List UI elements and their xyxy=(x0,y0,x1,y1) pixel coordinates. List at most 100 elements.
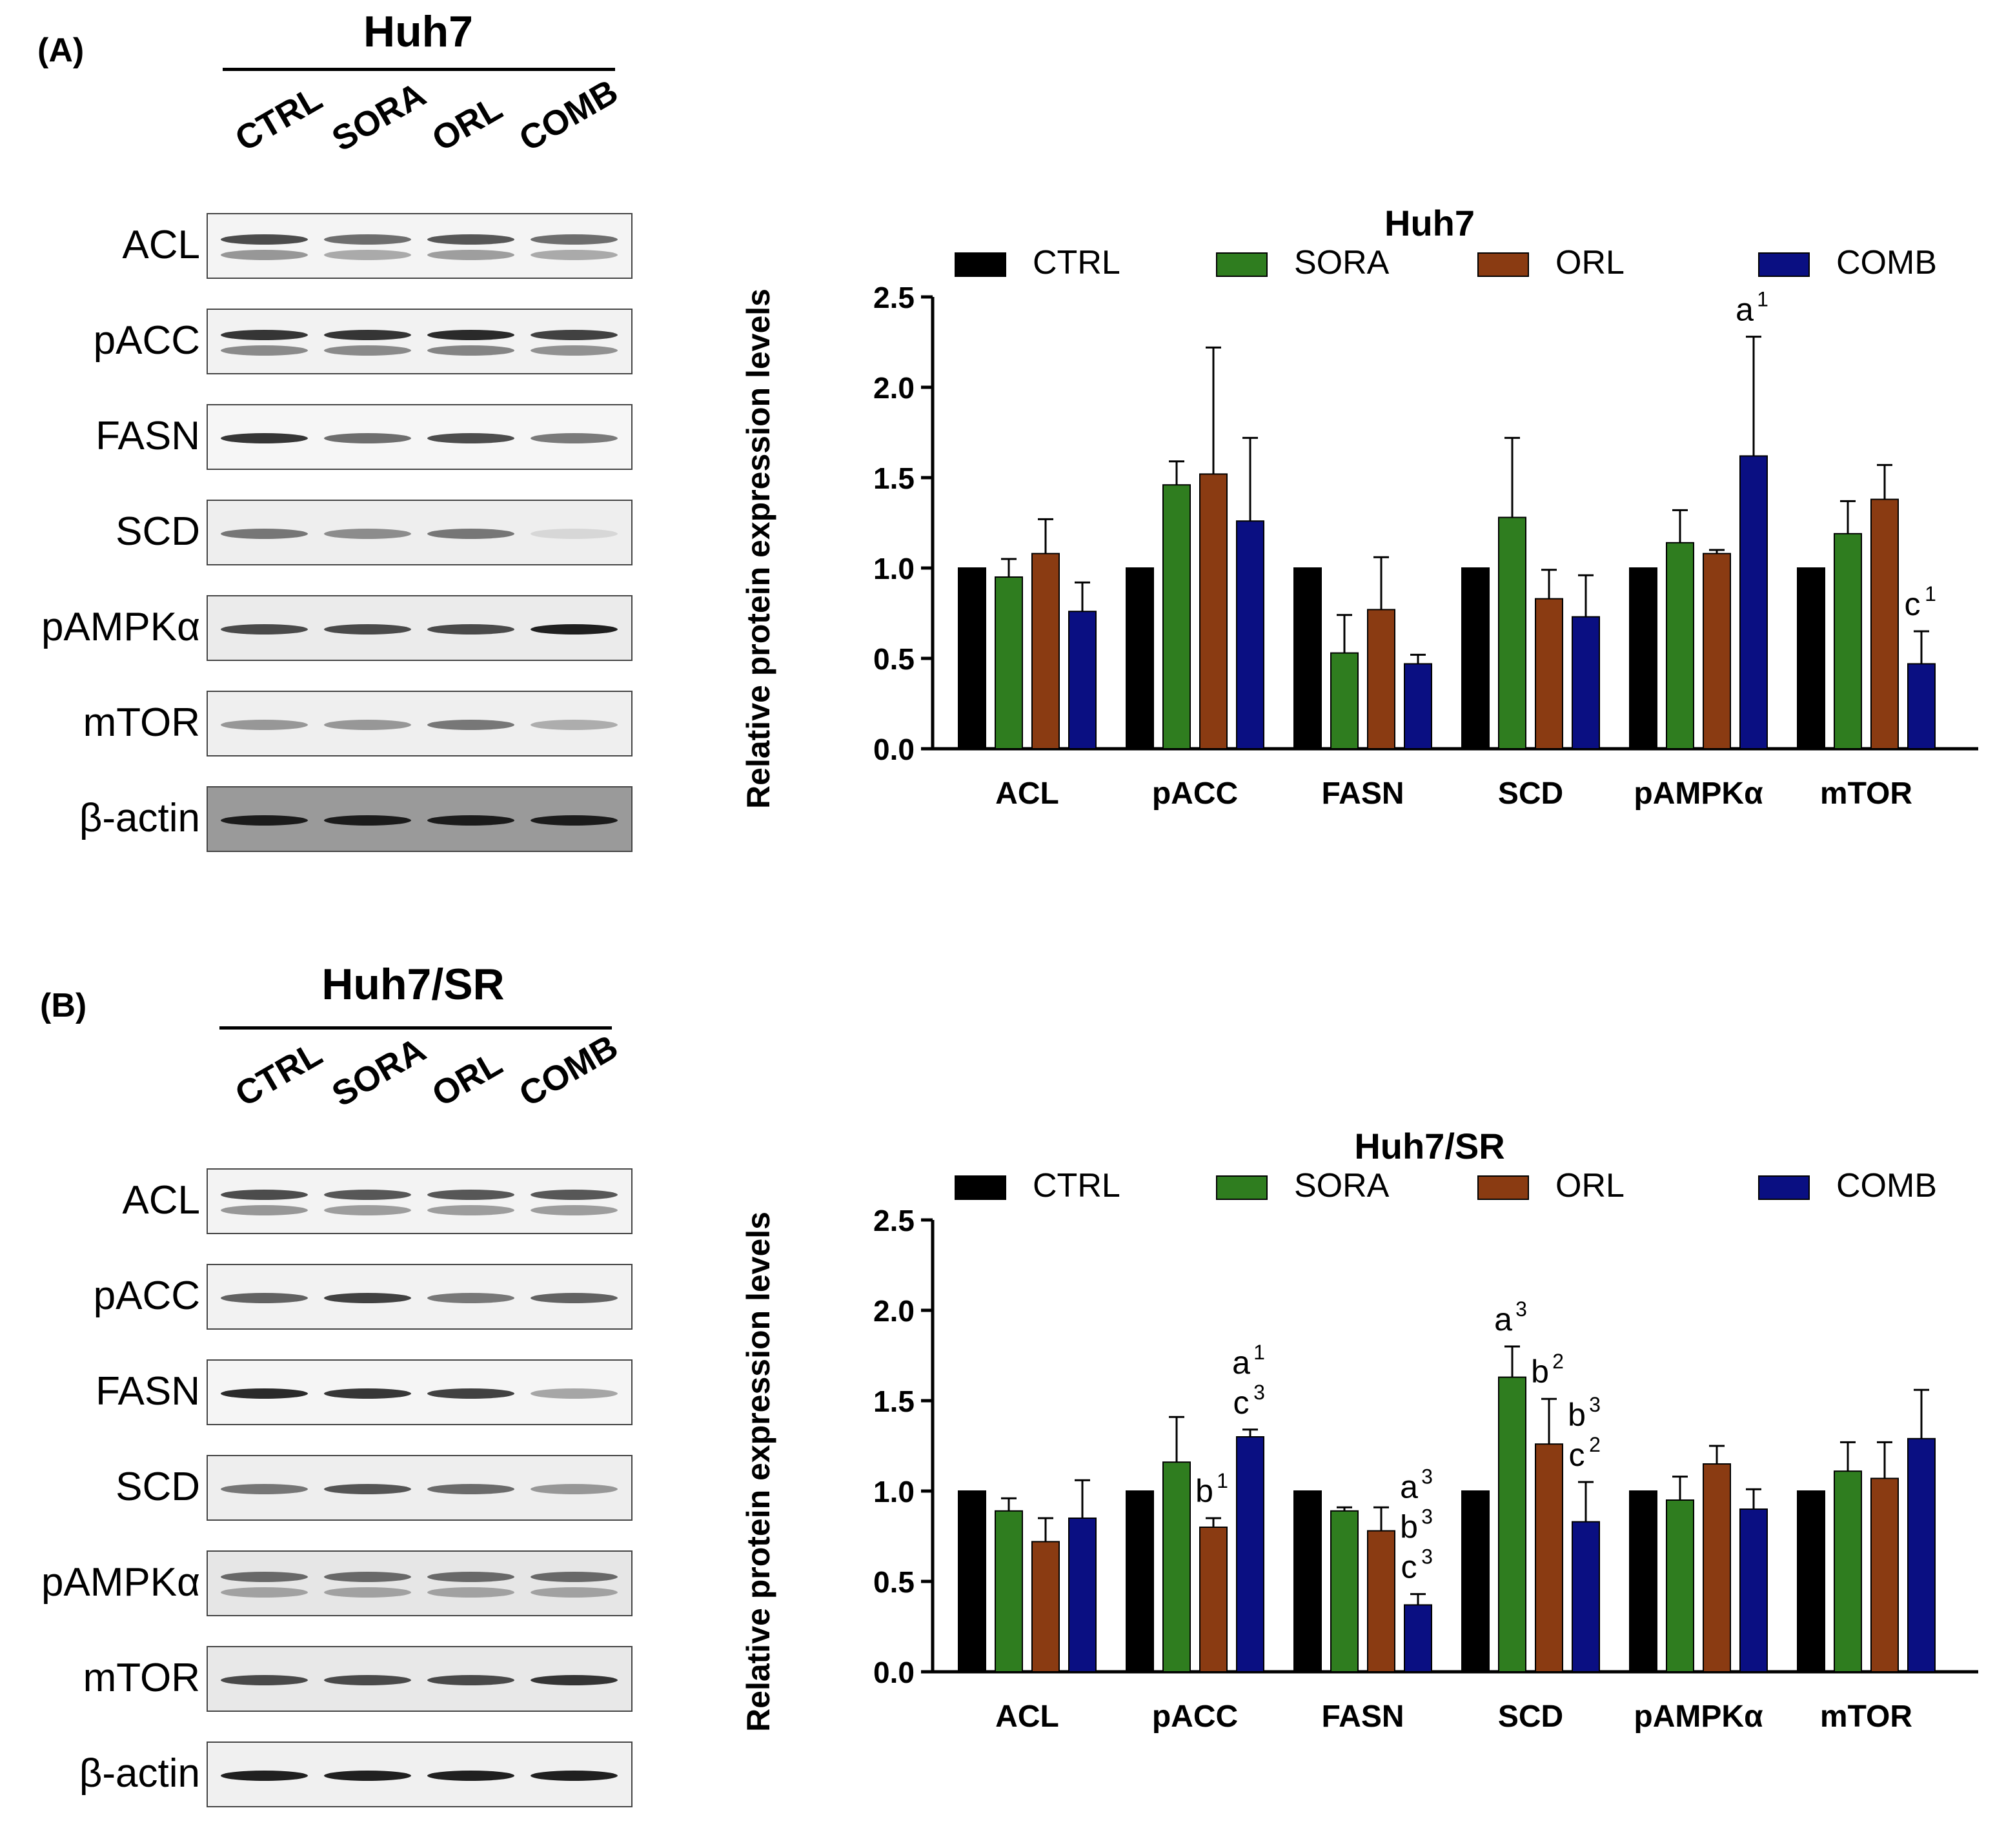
bar xyxy=(1739,455,1768,749)
protein-band xyxy=(221,624,308,635)
lane-label-ctrl: CTRL xyxy=(228,1034,329,1115)
blot-membrane xyxy=(207,309,633,374)
significance-label: a xyxy=(1494,1301,1512,1337)
legend-swatch xyxy=(1216,252,1268,277)
protein-label: SCD xyxy=(116,509,200,554)
bar xyxy=(1367,1530,1395,1672)
protein-band xyxy=(324,1205,411,1215)
bar xyxy=(1330,1510,1359,1672)
significance-superscript: 3 xyxy=(1421,1465,1433,1488)
bar xyxy=(1367,609,1395,750)
y-tick-label: 1.5 xyxy=(873,1385,915,1418)
protein-band xyxy=(531,234,618,245)
bar xyxy=(1126,567,1154,749)
bar xyxy=(1870,498,1899,749)
protein-band xyxy=(221,1675,308,1685)
blot-row: ACL xyxy=(0,213,645,279)
x-tick-label: SCD xyxy=(1498,1700,1563,1734)
protein-band xyxy=(531,250,618,260)
bar xyxy=(1236,520,1264,749)
protein-band xyxy=(324,345,411,356)
chart-title: Huh7 xyxy=(1384,203,1475,243)
protein-band xyxy=(427,529,514,539)
x-tick-label: mTOR xyxy=(1820,777,1912,811)
bar xyxy=(958,567,986,749)
y-tick-label: 2.5 xyxy=(873,281,915,314)
protein-band xyxy=(427,1293,514,1303)
blot-row: FASN xyxy=(0,1359,645,1425)
bar xyxy=(1461,1490,1490,1672)
legend-swatch xyxy=(1477,1175,1529,1200)
significance-superscript: 1 xyxy=(1757,288,1768,311)
blot-row: β-actin xyxy=(0,786,645,852)
bar xyxy=(1703,553,1731,749)
bar xyxy=(1498,516,1526,749)
protein-label: β-actin xyxy=(79,796,200,840)
protein-band xyxy=(427,234,514,245)
legend-swatch xyxy=(955,252,1006,277)
blot-membrane xyxy=(207,1741,633,1807)
blot-membrane xyxy=(207,1264,633,1330)
legend-swatch xyxy=(955,1175,1006,1200)
protein-band xyxy=(221,234,308,245)
protein-label: SCD xyxy=(116,1465,200,1509)
protein-label: pAMPKα xyxy=(41,605,200,649)
legend-label: COMB xyxy=(1836,244,1937,281)
protein-band xyxy=(427,1675,514,1685)
lane-label-sora: SORA xyxy=(325,75,432,159)
protein-label: FASN xyxy=(96,1369,200,1414)
significance-superscript: 3 xyxy=(1515,1297,1527,1321)
significance-label: b xyxy=(1400,1509,1418,1545)
bar xyxy=(995,1510,1023,1672)
bar xyxy=(1535,1443,1563,1672)
y-tick-label: 1.0 xyxy=(873,552,915,585)
lane-label-ctrl: CTRL xyxy=(228,79,329,159)
significance-superscript: 1 xyxy=(1253,1341,1265,1364)
bar xyxy=(1703,1463,1731,1672)
bar xyxy=(1572,616,1600,749)
protein-band xyxy=(324,720,411,730)
blot-row: ACL xyxy=(0,1168,645,1234)
blot-membrane xyxy=(207,500,633,565)
x-tick-label: pAMPKα xyxy=(1634,1700,1763,1734)
protein-band xyxy=(531,1205,618,1215)
protein-band xyxy=(427,330,514,340)
blot-membrane xyxy=(207,213,633,279)
protein-band xyxy=(221,1293,308,1303)
y-tick-label: 2.5 xyxy=(873,1204,915,1237)
protein-band xyxy=(531,345,618,356)
protein-band xyxy=(427,1572,514,1582)
protein-label: ACL xyxy=(122,1178,200,1223)
significance-superscript: 3 xyxy=(1421,1545,1433,1569)
protein-band xyxy=(324,1572,411,1582)
protein-band xyxy=(427,1205,514,1215)
protein-band xyxy=(531,529,618,539)
x-tick-label: FASN xyxy=(1321,1700,1404,1734)
bar xyxy=(1907,663,1936,750)
bar xyxy=(1797,567,1825,749)
significance-label: c xyxy=(1905,586,1921,622)
protein-band xyxy=(531,624,618,635)
protein-band xyxy=(531,1388,618,1399)
bar xyxy=(1535,598,1563,749)
protein-band xyxy=(221,1388,308,1399)
bar xyxy=(1629,1490,1657,1672)
protein-band xyxy=(427,720,514,730)
legend-label: SORA xyxy=(1294,1167,1390,1204)
protein-band xyxy=(221,1484,308,1494)
bar xyxy=(1293,1490,1322,1672)
cell-line-title: Huh7 xyxy=(363,7,473,56)
bar xyxy=(1461,567,1490,749)
protein-band xyxy=(427,1587,514,1598)
legend-label: COMB xyxy=(1836,1167,1937,1204)
protein-band xyxy=(531,720,618,730)
blot-panel-b: (B) Huh7/SR CTRL SORA ORL COMB ACL pACC FASN S… xyxy=(0,955,645,1848)
protein-band xyxy=(324,624,411,635)
blot-row: pACC xyxy=(0,1264,645,1330)
panel-letter: (B) xyxy=(40,987,87,1024)
y-tick-label: 1.0 xyxy=(873,1475,915,1508)
x-tick-label: pAMPKα xyxy=(1634,777,1763,811)
legend-label: ORL xyxy=(1555,244,1625,281)
significance-label: b xyxy=(1531,1354,1549,1390)
